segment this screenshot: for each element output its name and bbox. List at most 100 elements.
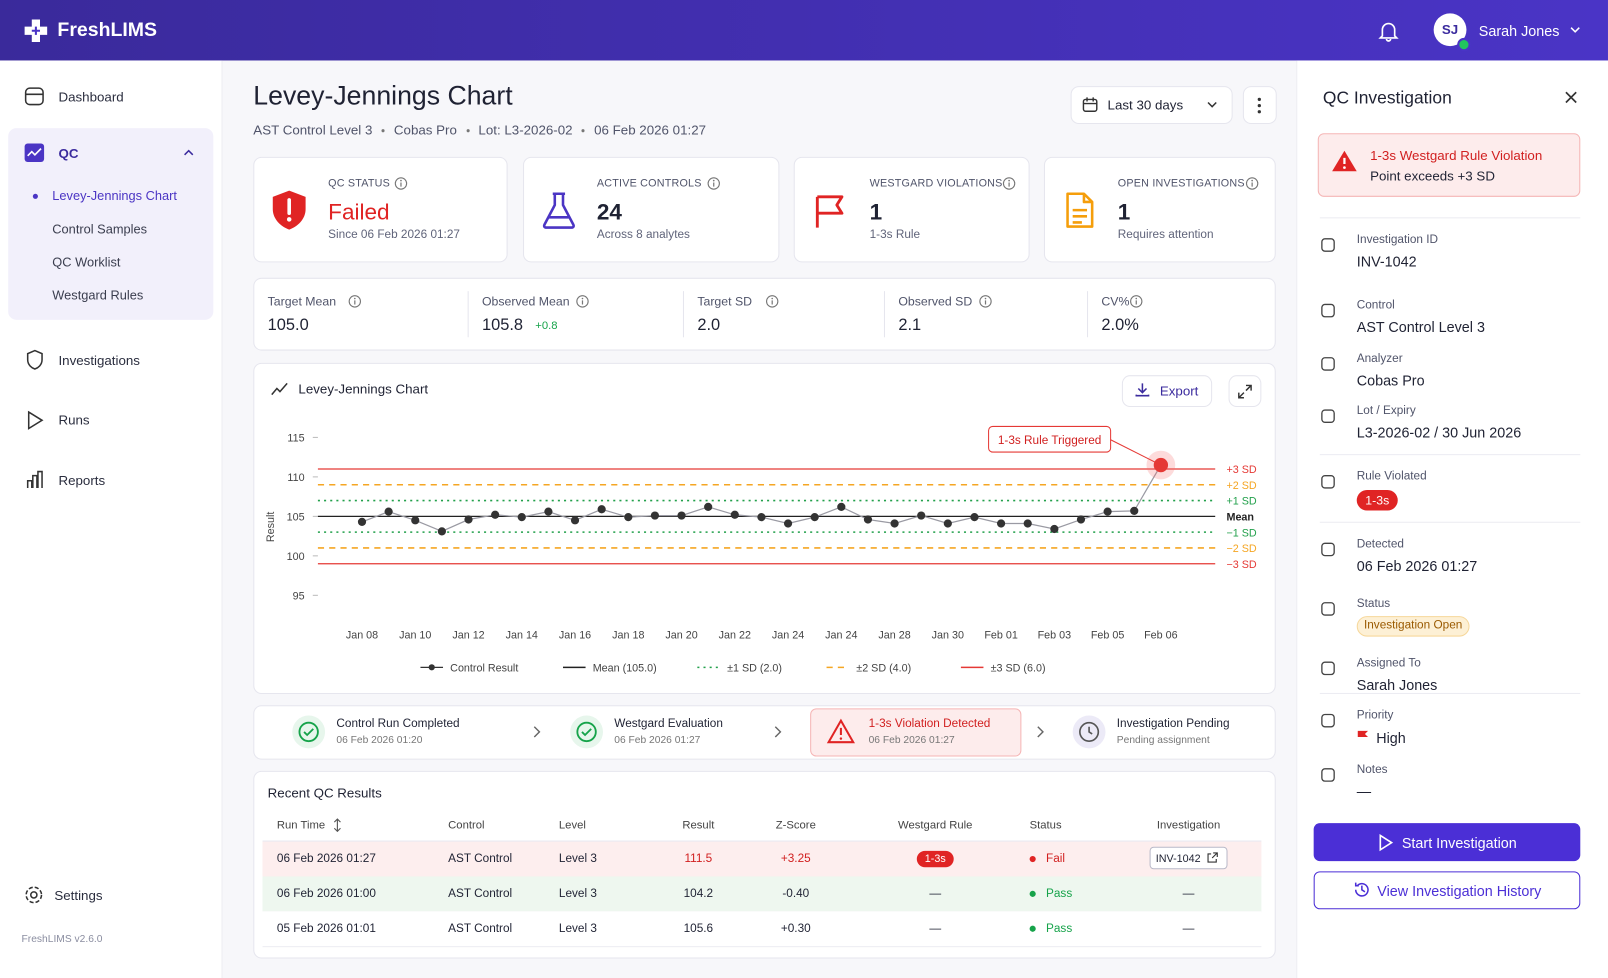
table-cell: — [929,887,942,901]
nav-item[interactable]: Dashboard [58,89,124,105]
table-cell: — [1182,887,1195,901]
alert-box [1317,133,1581,197]
nav-item[interactable]: Runs [58,412,90,428]
table-cell: Pass [1046,887,1073,901]
field-label: Lot / Expiry [1356,404,1416,418]
bell-icon[interactable] [1377,19,1400,42]
table-cell: +3.25 [780,852,811,866]
kpi-note: 1-3s Rule [869,228,921,241]
info-icon [349,295,362,308]
table-cell: Level 3 [558,887,597,901]
field-value: 1-3s [1365,493,1390,508]
online-dot [1457,37,1471,52]
table-cell: — [1182,922,1195,935]
field-value: High [1376,729,1406,747]
field-icon [1321,768,1335,782]
kpi-note: Since 06 Feb 2026 01:27 [328,228,460,241]
investigation-link[interactable] [1149,846,1228,870]
kpi-value: 1 [1117,198,1131,225]
column-header: Status [1029,819,1062,832]
kpi-value: 24 [596,198,622,225]
workflow-strip [253,705,1276,760]
table-cell: Level 3 [558,922,597,935]
kpi-icon [272,190,306,230]
column-header: Investigation [1156,819,1221,832]
field-label: Rule Violated [1356,470,1427,483]
collapse-icon[interactable] [183,148,195,158]
alert-text: Point exceeds +3 SD [1370,168,1495,184]
expand-button[interactable] [1228,375,1262,407]
stat-label: Target Mean [267,294,337,309]
top-bar [0,0,1608,61]
rule-badge [916,850,954,868]
avatar[interactable]: SJ [1433,13,1467,47]
stat-value: 2.1 [898,316,922,335]
export-button[interactable] [1121,375,1213,407]
field-icon [1321,713,1335,728]
stat-label: Observed Mean [481,294,570,309]
table-cell: AST Control [448,887,513,901]
nav-item[interactable]: Settings [54,887,103,904]
export-label[interactable]: Export [1159,383,1199,399]
kpi-icon [542,192,575,229]
workflow-title: Control Run Completed [336,717,460,730]
stat-value: 105.0 [267,316,309,335]
table-cell: — [929,922,942,935]
divider [1319,454,1581,456]
history-label[interactable]: View Investigation History [1377,882,1542,900]
workflow-icon [826,718,855,744]
table-cell: AST Control [448,852,513,866]
nav-icon [26,470,43,488]
chevron [533,726,541,738]
meta-item: 06 Feb 2026 01:27 [594,121,707,138]
nav-icon [24,143,45,162]
nav-item[interactable]: QC [58,145,79,161]
kpi-note: Across 8 analytes [596,228,690,241]
nav-subitem[interactable]: Westgard Rules [52,288,144,303]
table-header-bg [262,812,1262,842]
table-cell: +0.30 [780,922,811,935]
page-title: Levey-Jennings Chart [253,79,513,111]
column-header: Westgard Rule [898,819,973,832]
field-icon [1321,661,1335,676]
date-dropdown[interactable] [1070,86,1233,125]
alert-icon [1332,150,1357,172]
nav-subitem[interactable]: Levey-Jennings Chart [52,188,178,203]
priority-flag [1357,730,1369,744]
page-meta: AST Control Level 3 Cobas Pro Lot: L3-2026… [253,122,706,137]
stat-label: Target SD [697,294,753,309]
workflow-icon [1072,715,1106,749]
table-cell: Pass [1046,922,1073,935]
nav-subitem[interactable]: QC Worklist [52,255,121,270]
nav-item[interactable]: Investigations [58,352,140,369]
stat-delta: +0.8 [535,319,558,333]
history-icon [1354,882,1369,897]
workflow-title: Investigation Pending [1116,717,1230,730]
panel-title: QC Investigation [1322,88,1452,108]
table-cell[interactable]: INV-1042 [1155,852,1201,866]
user-name[interactable]: Sarah Jones [1478,22,1560,39]
table-row [262,911,1262,948]
divider [1087,291,1089,338]
start-button[interactable] [1313,823,1581,862]
download-icon [1135,383,1150,397]
field-value: 06 Feb 2026 01:27 [1356,557,1478,575]
meta-item: Lot: L3-2026-02 [478,121,573,138]
nav-subitem[interactable]: Control Samples [52,222,148,237]
field-label: Status [1356,597,1391,610]
field-value: Investigation Open [1363,619,1463,632]
history-button[interactable] [1313,871,1581,910]
table-cell: 105.6 [683,922,714,935]
close-icon[interactable] [1564,90,1578,104]
field-value: Cobas Pro [1356,372,1425,389]
user-chevron[interactable] [1569,25,1581,35]
field-value: — [1356,783,1372,800]
table-cell: 104.2 [683,887,714,901]
date-range[interactable]: Last 30 days [1107,97,1184,113]
kpi-label: QC STATUS [328,177,391,190]
nav-icon [24,87,44,106]
divider [1319,217,1581,219]
start-label[interactable]: Start Investigation [1401,834,1517,851]
column-header: Control [448,819,485,832]
nav-item[interactable]: Reports [58,472,106,488]
